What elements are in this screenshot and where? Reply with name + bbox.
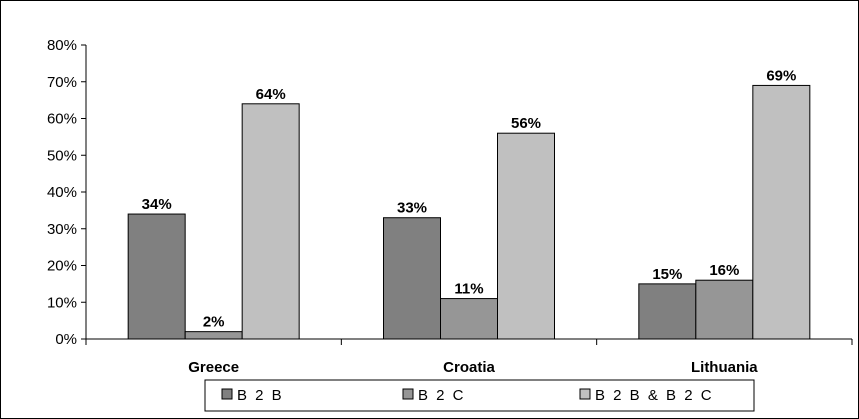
legend-label: B 2 C [418,387,466,404]
bar [752,84,811,340]
y-tick-label: 30% [47,221,77,238]
data-label: 69% [766,67,796,84]
bar [440,298,498,340]
y-tick-label: 70% [47,74,77,91]
y-tick-label: 40% [47,184,77,201]
legend-swatch [221,388,233,400]
data-label: 33% [397,200,427,217]
bar [695,279,754,340]
legend-label: B 2 B [237,387,284,404]
bar [241,103,300,340]
data-label: 11% [454,281,483,298]
data-label: 15% [652,266,682,283]
y-tick-label: 0% [55,331,77,348]
y-tick-label: 20% [47,258,77,275]
data-label: 56% [511,115,541,132]
x-tick-label: Croatia [443,359,495,376]
bar [127,213,186,340]
data-label: 64% [256,86,286,103]
data-label: 16% [709,262,739,279]
x-tick-label: Greece [188,359,239,376]
bar [383,217,441,340]
y-tick-label: 80% [47,37,77,54]
legend-swatch [579,388,591,400]
x-tick-label: Lithuania [691,359,758,376]
y-tick-label: 50% [47,147,77,164]
y-tick-label: 60% [47,111,77,128]
data-label: 34% [142,196,172,213]
legend-swatch [402,388,414,400]
bar [184,331,243,340]
legend-label: B 2 B & B 2 C [595,387,714,404]
bar [497,132,555,340]
data-label: 2% [203,314,225,331]
legend [204,379,755,412]
bar [638,283,697,340]
y-tick-label: 10% [47,294,77,311]
